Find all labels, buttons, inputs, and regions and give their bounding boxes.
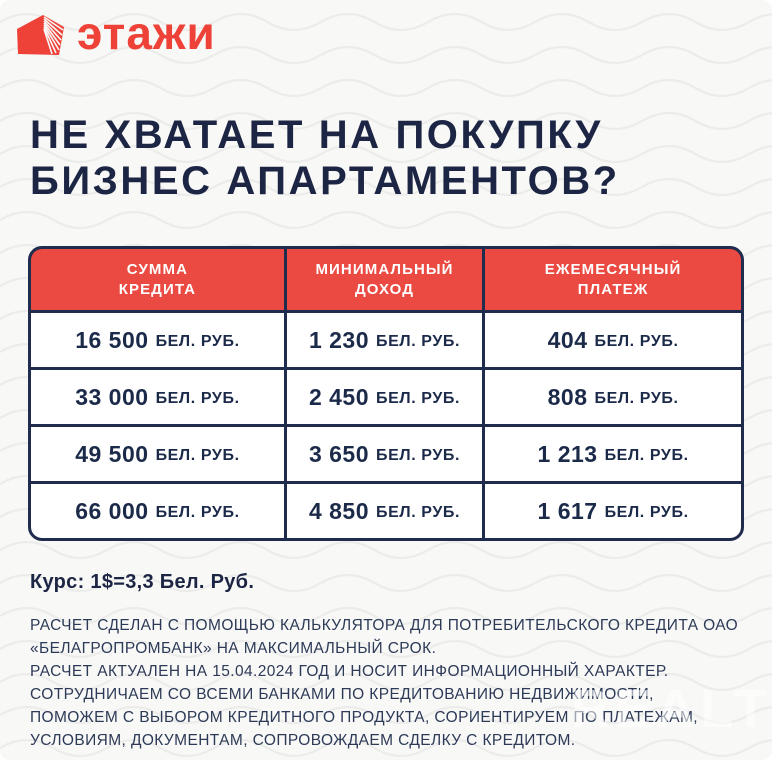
amount-value: 1 230 — [308, 326, 369, 353]
amount-value: 3 650 — [308, 440, 369, 467]
amount-value: 16 500 — [75, 326, 149, 353]
column-header-credit-sum: СУММА КРЕДИТА — [31, 249, 284, 310]
table-cell-payment: 404 БЕЛ. РУБ. — [485, 313, 741, 367]
currency-unit: БЕЛ. РУБ. — [155, 332, 240, 350]
column-header-min-income: МИНИМАЛЬНЫЙ ДОХОД — [286, 249, 483, 310]
column-header-monthly-payment: ЕЖЕМЕСЯЧНЫЙ ПЛАТЕЖ — [485, 249, 741, 310]
amount-value: 49 500 — [75, 440, 149, 467]
amount-value: 404 — [547, 326, 588, 353]
amount-value: 808 — [547, 383, 588, 410]
amount-value: 66 000 — [75, 497, 149, 524]
table-cell-payment: 1 213 БЕЛ. РУБ. — [485, 427, 741, 481]
table-cell-income: 4 850 БЕЛ. РУБ. — [286, 484, 483, 538]
table-cell-credit: 16 500 БЕЛ. РУБ. — [31, 313, 284, 367]
currency-unit: БЕЛ. РУБ. — [376, 389, 461, 407]
currency-unit: БЕЛ. РУБ. — [376, 503, 461, 521]
table-cell-payment: 1 617 БЕЛ. РУБ. — [485, 484, 741, 538]
currency-unit: БЕЛ. РУБ. — [594, 332, 679, 350]
etazhi-house-icon — [17, 15, 64, 55]
amount-value: 1 213 — [537, 440, 598, 467]
amount-value: 4 850 — [308, 497, 369, 524]
table-cell-payment: 808 БЕЛ. РУБ. — [485, 370, 741, 424]
currency-unit: БЕЛ. РУБ. — [155, 389, 240, 407]
table-cell-credit: 49 500 БЕЛ. РУБ. — [31, 427, 284, 481]
header-text: КРЕДИТА — [118, 280, 197, 298]
header-text: ЕЖЕМЕСЯЧНЫЙ — [544, 260, 682, 278]
currency-unit: БЕЛ. РУБ. — [604, 503, 689, 521]
amount-value: 2 450 — [308, 383, 369, 410]
header-text: ДОХОД — [354, 280, 415, 298]
amount-value: 33 000 — [75, 383, 149, 410]
currency-unit: БЕЛ. РУБ. — [594, 389, 679, 407]
page-title: НЕ ХВАТАЕТ НА ПОКУПКУ БИЗНЕС АПАРТАМЕНТО… — [30, 112, 748, 204]
table-cell-credit: 33 000 БЕЛ. РУБ. — [31, 370, 284, 424]
amount-value: 1 617 — [537, 497, 598, 524]
table-cell-income: 3 650 БЕЛ. РУБ. — [286, 427, 483, 481]
header-text: МИНИМАЛЬНЫЙ — [315, 260, 454, 278]
disclaimer-text: РАСЧЕТ СДЕЛАН С ПОМОЩЬЮ КАЛЬКУЛЯТОРА ДЛЯ… — [30, 617, 739, 749]
table-cell-income: 2 450 БЕЛ. РУБ. — [286, 370, 483, 424]
header-text: ПЛАТЕЖ — [577, 280, 649, 298]
header-text: СУММА — [126, 260, 189, 278]
currency-unit: БЕЛ. РУБ. — [376, 332, 461, 350]
currency-unit: БЕЛ. РУБ. — [604, 446, 689, 464]
currency-unit: БЕЛ. РУБ. — [376, 446, 461, 464]
exchange-rate-note: Курс: 1$=3,3 Бел. Руб. — [30, 571, 255, 593]
credit-table: СУММА КРЕДИТА МИНИМАЛЬНЫЙ ДОХОД ЕЖЕМЕСЯЧ… — [28, 246, 744, 541]
page-title-line2: БИЗНЕС АПАРТАМЕНТОВ? — [30, 159, 620, 203]
currency-unit: БЕЛ. РУБ. — [155, 503, 240, 521]
page-title-line1: НЕ ХВАТАЕТ НА ПОКУПКУ — [30, 113, 603, 157]
brand-logo: этажи — [14, 10, 772, 60]
brand-logo-text: этажи — [77, 7, 216, 59]
table-cell-credit: 66 000 БЕЛ. РУБ. — [31, 484, 284, 538]
currency-unit: БЕЛ. РУБ. — [155, 446, 240, 464]
table-cell-income: 1 230 БЕЛ. РУБ. — [286, 313, 483, 367]
